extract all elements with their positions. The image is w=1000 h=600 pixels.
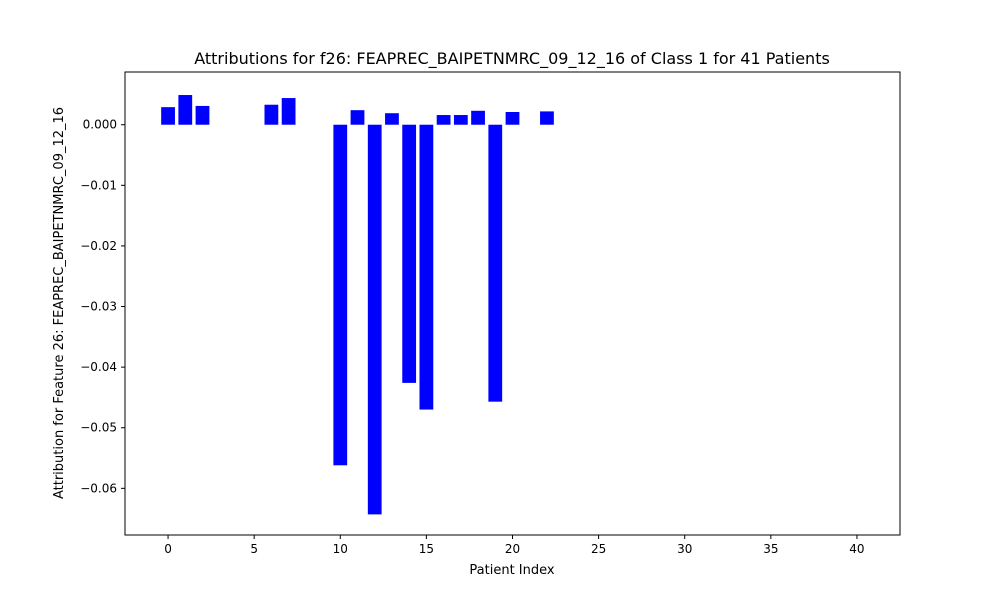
y-tick-label: −0.01 <box>80 178 117 192</box>
x-tick-label: 5 <box>250 542 258 556</box>
x-tick-label: 35 <box>763 542 778 556</box>
bar-patient-12 <box>367 124 382 515</box>
x-axis: 0 5 10 15 20 25 30 35 40 <box>164 535 865 556</box>
bar-patient-20 <box>505 112 520 125</box>
bar-patient-2 <box>195 105 210 125</box>
bar-group <box>161 95 554 515</box>
y-tick-label: −0.04 <box>80 360 117 374</box>
bar-patient-10 <box>333 124 348 466</box>
plot-frame <box>124 71 901 536</box>
x-tick-label: 30 <box>677 542 692 556</box>
chart-title: Attributions for f26: FEAPREC_BAIPETNMRC… <box>194 49 830 69</box>
x-tick-label: 10 <box>333 542 348 556</box>
bar-patient-1 <box>178 95 193 125</box>
bar-patient-16 <box>436 115 451 125</box>
y-axis-label: Attribution for Feature 26: FEAPREC_BAIP… <box>52 107 67 499</box>
bar-patient-17 <box>453 115 468 125</box>
bar-patient-19 <box>488 124 503 402</box>
y-tick-label: −0.02 <box>80 239 117 253</box>
x-tick-label: 40 <box>849 542 864 556</box>
bar-patient-15 <box>419 124 434 410</box>
bar-patient-6 <box>264 104 279 125</box>
y-axis: 0.000 −0.01 −0.02 −0.03 −0.04 −0.05 −0.06 <box>80 118 125 495</box>
bar-patient-22 <box>540 111 554 125</box>
x-tick-label: 0 <box>164 542 172 556</box>
y-tick-label: 0.000 <box>83 118 117 132</box>
x-tick-label: 25 <box>591 542 606 556</box>
x-tick-label: 20 <box>505 542 520 556</box>
y-tick-label: −0.03 <box>80 300 117 314</box>
bar-patient-18 <box>471 110 485 125</box>
bar-patient-14 <box>402 124 417 383</box>
x-tick-label: 15 <box>419 542 434 556</box>
bar-patient-13 <box>385 113 399 125</box>
y-tick-label: −0.05 <box>80 421 117 435</box>
bar-patient-0 <box>161 107 175 125</box>
y-tick-label: −0.06 <box>80 481 117 495</box>
bar-patient-11 <box>350 110 365 125</box>
x-axis-label: Patient Index <box>469 563 554 578</box>
bar-patient-7 <box>281 98 296 125</box>
